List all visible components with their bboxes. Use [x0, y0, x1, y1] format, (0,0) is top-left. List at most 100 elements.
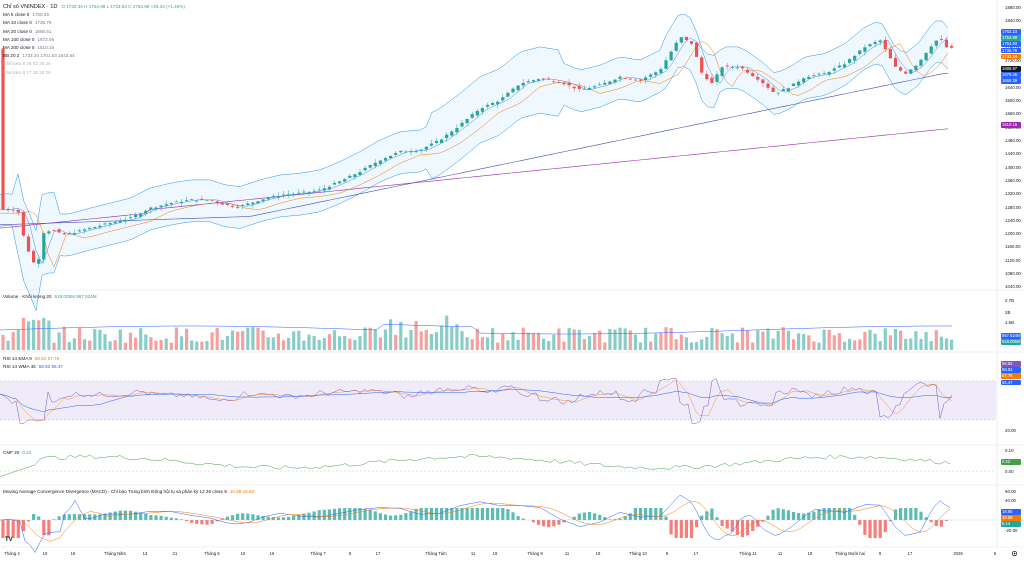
macd-histogram-bar	[358, 508, 362, 520]
candle-body	[404, 151, 408, 153]
price-tag: 58.82	[1001, 361, 1021, 367]
candle-body	[169, 203, 173, 205]
candle-body	[501, 97, 505, 101]
cmf-legend[interactable]: CMF 20 0.22	[3, 450, 31, 455]
symbol-name[interactable]: Chỉ số VNINDEX · 1D	[3, 4, 58, 10]
volume-bar	[674, 339, 678, 350]
legend-ma5[interactable]: MA 5 close 0 1750.49	[3, 11, 185, 19]
candle-body	[720, 67, 724, 76]
volume-bar	[613, 329, 617, 350]
candle-body	[6, 208, 10, 211]
candle-body	[256, 201, 260, 204]
macd-histogram-bar	[873, 520, 877, 538]
rsi-legend-2[interactable]: RSI 14 WMA 45 58.82 55.47	[3, 364, 63, 369]
legend-bb[interactable]: BB 20 2 1733.34 1701.03 1643.64	[3, 52, 185, 60]
volume-bar	[445, 315, 449, 350]
volume-bar	[399, 321, 403, 350]
symbol-title[interactable]: Chỉ số VNINDEX · 1D O 1733.34 H 1754.98 …	[3, 3, 185, 11]
volume-bar	[547, 340, 551, 350]
time-axis-label: Tháng 9	[527, 551, 543, 556]
legend-ma20[interactable]: MA 20 close 0 1680.61	[3, 28, 185, 36]
macd-histogram-bar	[715, 517, 719, 520]
macd-histogram-bar	[144, 513, 148, 520]
candle-body	[878, 40, 882, 43]
price-tag: 8.14	[1001, 521, 1021, 527]
time-axis-label: 9	[878, 551, 882, 556]
macd-histogram-bar	[88, 514, 92, 520]
volume-bar	[174, 327, 178, 350]
legend-ma10[interactable]: MA 10 close 0 1735.76	[3, 19, 185, 27]
candle-body	[353, 174, 357, 178]
volume-bar	[950, 339, 954, 350]
macd-histogram-bar	[536, 520, 541, 525]
candle-body	[480, 108, 484, 112]
volume-bar	[740, 327, 745, 350]
legend-ichimoku-1[interactable]: Ichimoku 9 26 52 26 26	[3, 60, 185, 68]
volume-bar	[37, 320, 41, 350]
volume-legend[interactable]: Volume · Khối lượng 20 518.005M 867.524M	[3, 294, 97, 299]
legend-ma200[interactable]: MA 200 close 0 1510.16	[3, 44, 185, 52]
rsi-band-fill	[0, 381, 996, 420]
gear-icon[interactable]	[1011, 550, 1018, 557]
volume-bar	[853, 340, 857, 350]
time-axis-label: 16	[70, 551, 76, 556]
macd-histogram-bar	[781, 509, 785, 520]
volume-bar	[404, 337, 408, 350]
volume-bar	[649, 341, 653, 350]
macd-histogram-bar	[735, 520, 739, 535]
macd-histogram-bar	[552, 520, 556, 527]
volume-bar	[904, 338, 908, 350]
candle-body	[837, 65, 841, 68]
candle-body	[684, 36, 688, 41]
macd-histogram-bar	[684, 520, 688, 538]
candle-body	[883, 39, 887, 50]
candle-body	[521, 82, 525, 86]
candle-body	[848, 59, 852, 63]
volume-bar	[327, 334, 331, 350]
macd-histogram-bar	[139, 512, 143, 520]
macd-histogram-bar	[154, 515, 158, 520]
macd-histogram-bar	[287, 516, 291, 520]
macd-histogram-bar	[32, 513, 36, 520]
macd-histogram-bar	[740, 520, 745, 538]
time-axis-label: Tháng Tám	[425, 551, 447, 556]
volume-bar	[251, 327, 255, 350]
macd-histogram-bar	[649, 508, 653, 520]
candle-body	[873, 42, 877, 45]
candle-body	[322, 188, 326, 191]
time-axis-label: Tháng 10	[629, 551, 647, 556]
volume-bar	[766, 328, 770, 350]
volume-bar	[297, 330, 301, 350]
legend-ma100[interactable]: MA 100 close 0 1672.06	[3, 36, 185, 44]
tradingview-logo-icon[interactable]: TV	[5, 537, 13, 543]
candle-body	[77, 230, 82, 232]
macd-legend[interactable]: Moving Average Convergence Divergence (M…	[3, 489, 254, 494]
candle-body	[470, 114, 474, 118]
candle-body	[761, 79, 765, 84]
volume-bar	[914, 331, 918, 350]
candle-body	[944, 39, 949, 48]
volume-bar	[271, 337, 275, 350]
rsi-legend-1[interactable]: RSI 14 EMA 9 58.82 57.76	[3, 356, 59, 361]
macd-histogram-bar	[210, 520, 214, 524]
volume-bar	[781, 327, 785, 350]
candle-body	[766, 83, 770, 88]
legend-value: 1510.16	[37, 45, 55, 51]
candle-body	[1, 48, 5, 210]
macd-histogram-bar	[363, 508, 367, 520]
volume-bar	[496, 342, 500, 350]
candle-body	[475, 110, 479, 116]
legend-ichimoku-2[interactable]: Ichimoku 9 17 26 26 26	[3, 69, 185, 77]
macd-histogram-bar	[11, 520, 15, 538]
macd-histogram-bar	[42, 520, 46, 536]
volume-bar	[190, 340, 194, 350]
macd-histogram-bar	[47, 520, 51, 536]
macd-histogram-bar	[205, 520, 209, 525]
volume-bar	[118, 329, 122, 350]
candle-body	[914, 65, 918, 71]
rsi-wma-line	[0, 388, 953, 412]
volume-bar	[567, 327, 571, 350]
volume-bar	[873, 333, 877, 350]
